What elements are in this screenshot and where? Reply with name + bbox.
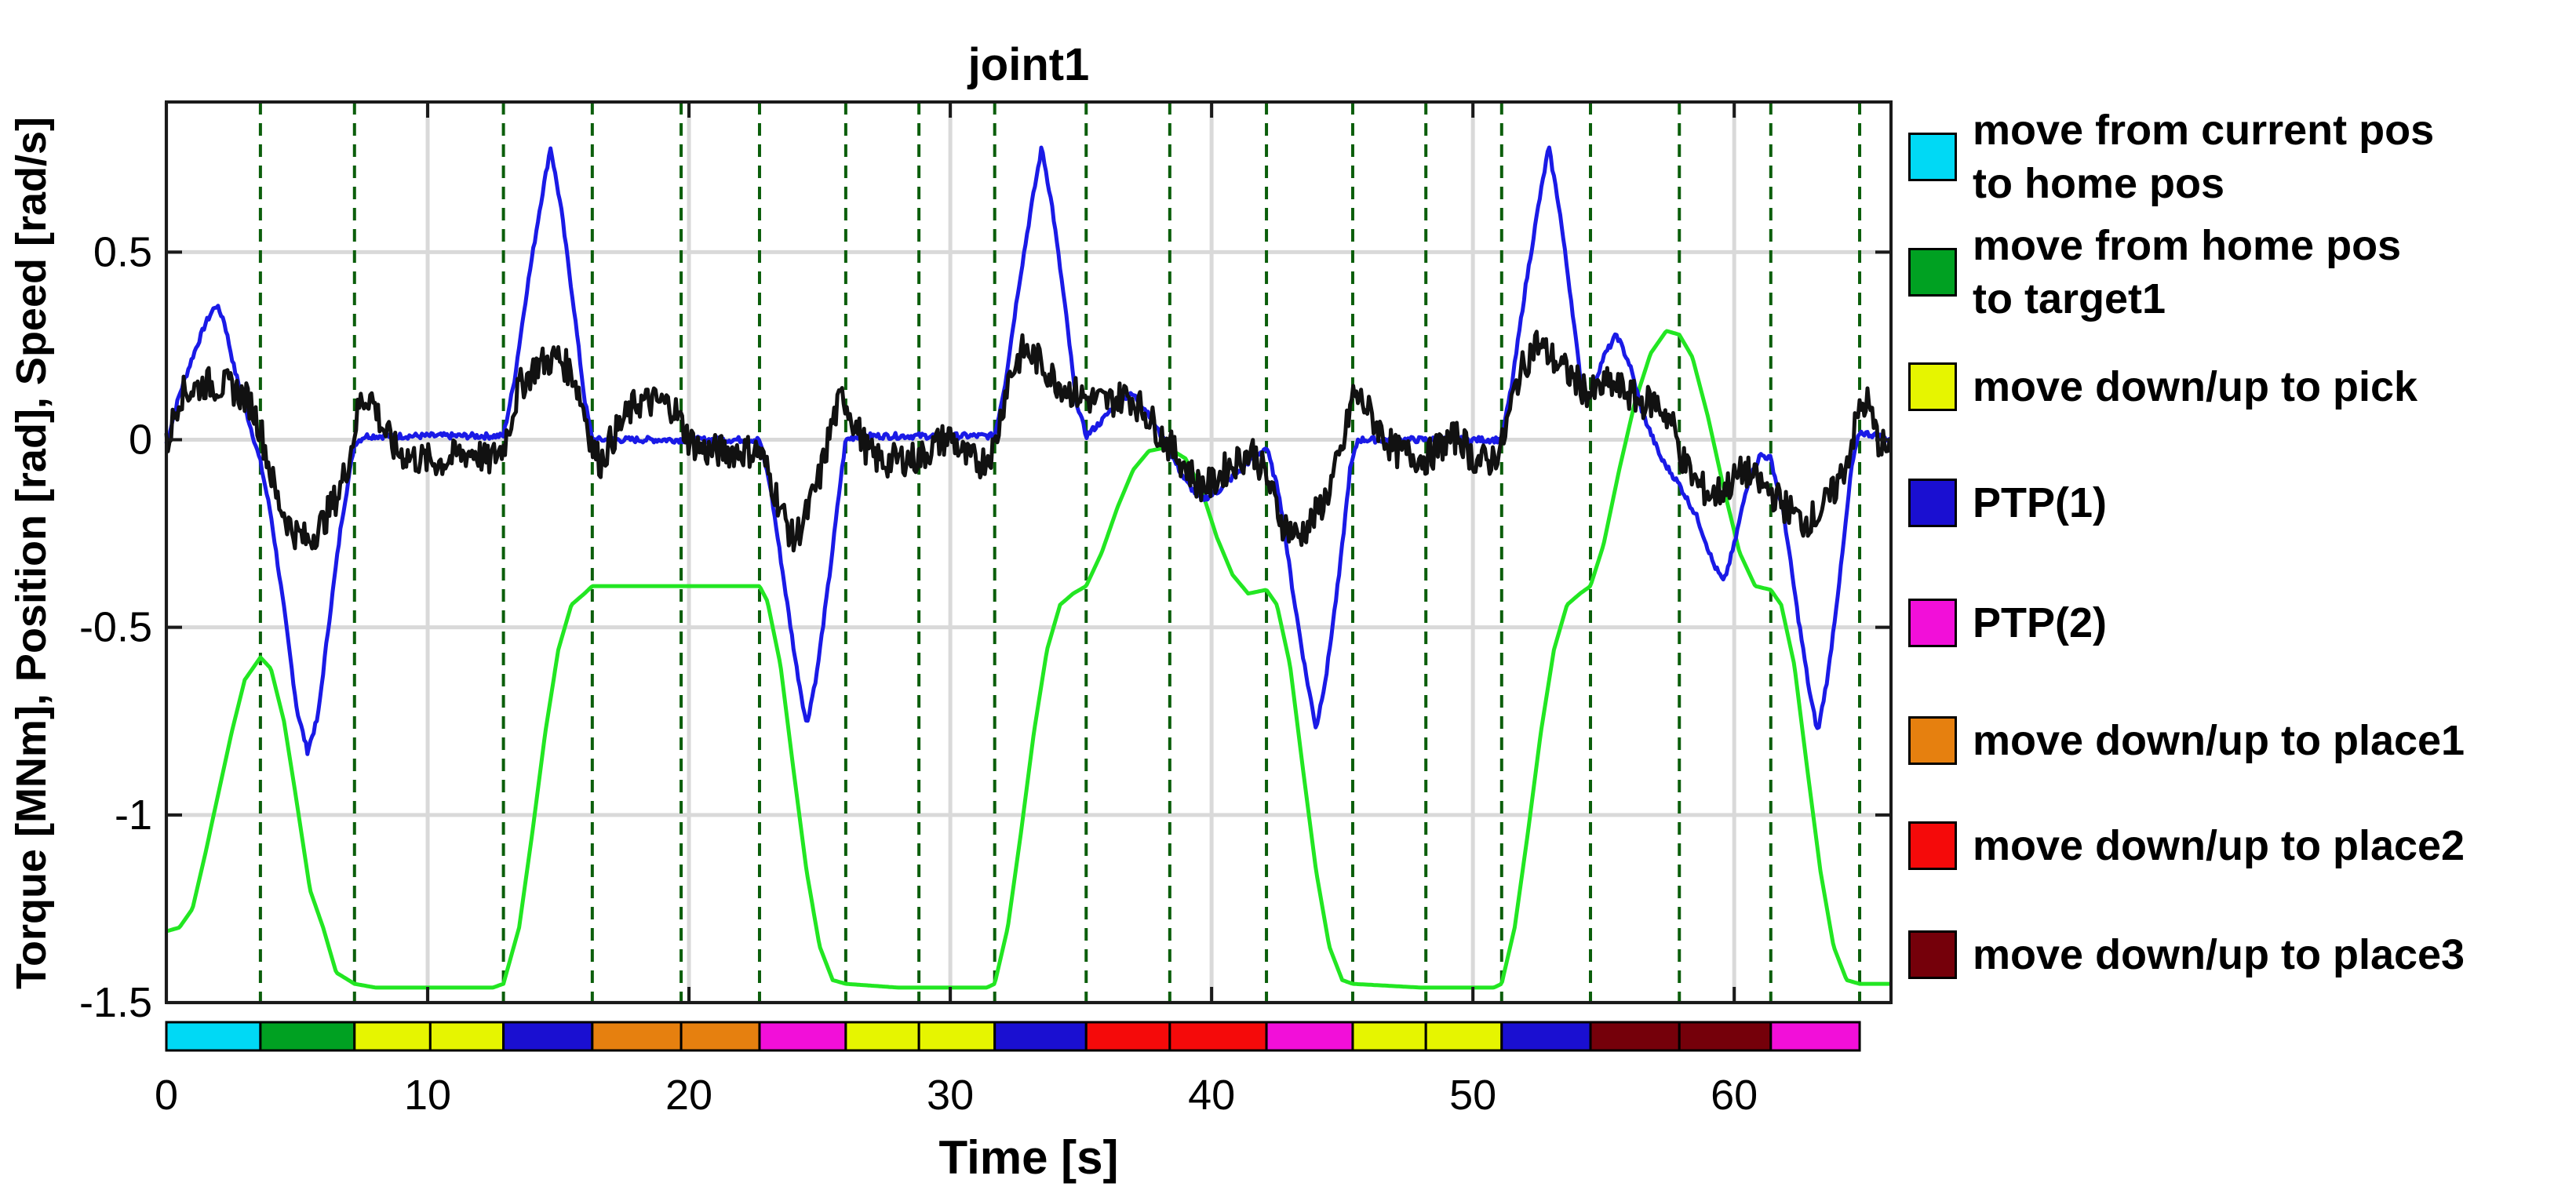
legend-swatch <box>1908 599 1957 647</box>
phase-segment <box>1424 1021 1503 1052</box>
legend-label: move from home pos to target1 <box>1973 222 2402 322</box>
phase-segment <box>353 1021 432 1052</box>
phase-segment <box>502 1021 594 1052</box>
legend-item: move down/up to place3 <box>1908 928 2465 981</box>
data-series <box>164 145 1893 990</box>
x-tick-label: 40 <box>1188 1072 1235 1119</box>
legend-label: move down/up to pick <box>1973 363 2418 410</box>
y-tick-label: -1.5 <box>79 979 152 1026</box>
x-tick-label: 0 <box>155 1072 178 1119</box>
legend-swatch <box>1908 248 1957 297</box>
legend-label: PTP(2) <box>1973 599 2108 646</box>
x-axis-label: Time [s] <box>939 1131 1119 1184</box>
phase-segment <box>165 1021 262 1052</box>
legend-label: PTP(1) <box>1973 479 2108 526</box>
y-tick-label: 0 <box>129 417 152 464</box>
x-tick-label: 50 <box>1449 1072 1496 1119</box>
legend-item: move down/up to place2 <box>1908 819 2465 872</box>
legend-item: PTP(2) <box>1908 596 2107 650</box>
legend-item: move from home pos to target1 <box>1908 219 2401 326</box>
phase-segment <box>917 1021 997 1052</box>
series-line-position <box>166 329 1892 990</box>
phase-segment <box>1589 1021 1681 1052</box>
chart-title: joint1 <box>967 39 1090 90</box>
phase-segment <box>1168 1021 1268 1052</box>
legend-label: move from current pos to home pos <box>1973 107 2435 207</box>
y-tick-label: -0.5 <box>79 604 152 651</box>
legend-swatch <box>1908 479 1957 527</box>
y-tick-label: 0.5 <box>93 228 152 275</box>
phase-segment <box>1678 1021 1773 1052</box>
phase-segment <box>844 1021 920 1052</box>
phase-segment <box>680 1021 761 1052</box>
phase-segment <box>259 1021 356 1052</box>
x-tick-label: 20 <box>665 1072 712 1119</box>
phase-segment <box>591 1021 683 1052</box>
series-line-speed <box>164 145 1893 756</box>
legend-label: move down/up to place2 <box>1973 822 2465 869</box>
y-tick-label: -1 <box>115 792 152 839</box>
legend-swatch <box>1908 821 1957 870</box>
phase-segment <box>993 1021 1088 1052</box>
phase-segment <box>1351 1021 1427 1052</box>
legend: move from current pos to home pos move f… <box>1908 0 2575 1194</box>
legend-item: PTP(1) <box>1908 476 2107 530</box>
phase-segment <box>1265 1021 1354 1052</box>
phase-segment <box>758 1021 847 1052</box>
legend-item: move from current pos to home pos <box>1908 104 2434 210</box>
phase-segment <box>1500 1021 1592 1052</box>
x-tick-label: 30 <box>927 1072 974 1119</box>
legend-label: move down/up to place3 <box>1973 931 2465 978</box>
legend-swatch <box>1908 716 1957 765</box>
axis-ticks: 0 10 20 30 40 50 60 -1.5 -1 -0.5 0 0.5 <box>79 102 1891 1119</box>
y-axis-label: Torque [MNm], Position [rad], Speed [rad… <box>8 117 55 989</box>
legend-swatch <box>1908 133 1957 181</box>
plot-area-frame <box>165 100 1893 1004</box>
legend-item: move down/up to place1 <box>1908 714 2465 767</box>
phase-boundary-lines <box>258 102 1862 1003</box>
legend-swatch <box>1908 930 1957 979</box>
phase-segment-bar <box>165 1021 1861 1052</box>
legend-swatch <box>1908 362 1957 411</box>
phase-segment <box>1084 1021 1171 1052</box>
x-tick-label: 10 <box>404 1072 451 1119</box>
phase-segment <box>1769 1021 1861 1052</box>
phase-segment <box>428 1021 505 1052</box>
chart: 0 10 20 30 40 50 60 -1.5 -1 -0.5 0 0.5 joint1 Time … <box>8 39 1893 1184</box>
series-line-torque <box>164 329 1893 553</box>
legend-label: move down/up to place1 <box>1973 717 2465 764</box>
x-tick-label: 60 <box>1711 1072 1758 1119</box>
legend-item: move down/up to pick <box>1908 360 2418 413</box>
